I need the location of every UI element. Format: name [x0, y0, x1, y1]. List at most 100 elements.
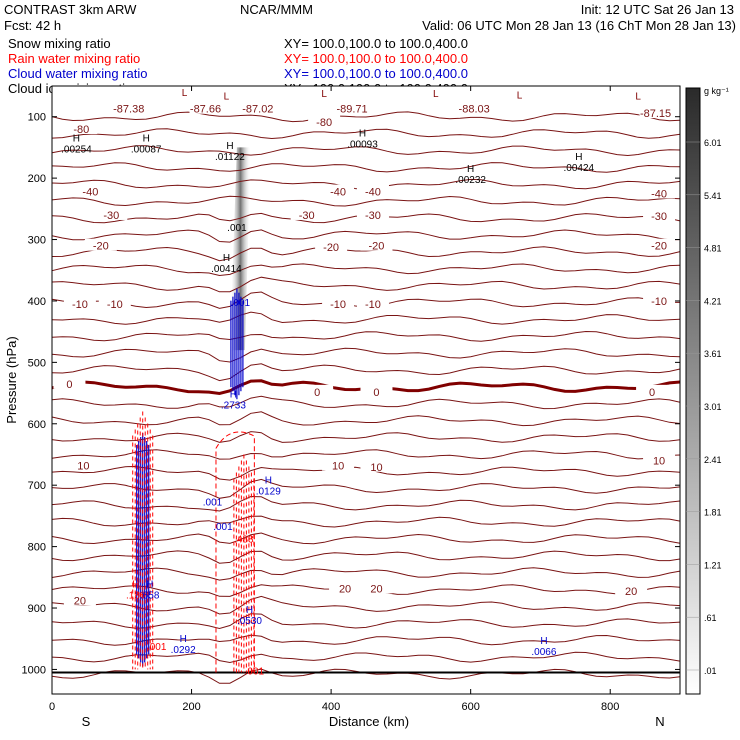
field-name-rain: Rain water mixing ratio [8, 51, 141, 66]
temperature-label-bg [356, 297, 389, 310]
temperature-label-bg [643, 238, 676, 251]
field-xy-rain: XY= 100.0,100.0 to 100.0,400.0 [284, 51, 468, 66]
temperature-label-bg [63, 593, 96, 606]
extremum-mark: H [180, 634, 187, 645]
temperature-label-bg [360, 384, 393, 397]
colorbar-label: 3.01 [704, 402, 722, 412]
temperature-label: 20 [74, 596, 86, 608]
temperature-label: 10 [332, 461, 344, 473]
x-tick-label: 0 [49, 701, 55, 713]
field-xy-cloud-water: XY= 100.0,100.0 to 100.0,400.0 [284, 66, 468, 81]
colorbar-label: 5.41 [704, 191, 722, 201]
temperature-label: 0 [314, 387, 320, 399]
temperature-label-bg [74, 184, 107, 197]
isotherm-line [51, 195, 681, 207]
temperature-label: -40 [330, 187, 346, 199]
temperature-label: -87.38 [113, 104, 144, 116]
temperature-label: -20 [369, 241, 385, 253]
field-xy-snow: XY= 100.0,100.0 to 100.0,400.0 [284, 36, 468, 51]
colorbar-label: 1.21 [704, 560, 722, 570]
y-tick-label: 700 [28, 480, 46, 492]
y-tick-label: 500 [28, 357, 46, 369]
colorbar-label: 2.41 [704, 455, 722, 465]
temperature-label-bg [336, 101, 369, 114]
isotherm-line [51, 651, 681, 664]
x-end-label-north: N [655, 714, 664, 729]
rain-envelope [215, 431, 255, 673]
temperature-label-bg [84, 238, 117, 251]
colorbar-label: 6.01 [704, 138, 722, 148]
extremum-mark: H [73, 133, 80, 144]
y-tick-label: 900 [28, 603, 46, 615]
temperature-label: -10 [72, 299, 88, 311]
temperature-label: -20 [651, 241, 667, 253]
isotherm-line [51, 478, 681, 499]
temperature-label-bg [241, 101, 274, 114]
extremum-value: .0066 [531, 647, 556, 658]
extremum-value: .001 [227, 223, 247, 234]
colorbar-label: 1.81 [704, 508, 722, 518]
temperature-label-bg [322, 458, 355, 471]
temperature-label-bg [615, 583, 648, 596]
temperature-label-bg [639, 106, 672, 119]
temperature-label: -30 [651, 211, 667, 223]
extremum-mark: H [575, 152, 582, 163]
temperature-label-bg [322, 184, 355, 197]
valid-time: Valid: 06 UTC Mon 28 Jan 13 (16 ChT Mon … [422, 18, 736, 33]
extremum-mark: H [226, 141, 233, 152]
temperature-label-bg [301, 384, 334, 397]
field-name-cloud-water: Cloud water mixing ratio [8, 66, 148, 81]
x-axis-title: Distance (km) [329, 714, 409, 729]
temperature-label-bg [308, 115, 341, 128]
temperature-label: -10 [107, 299, 123, 311]
temperature-label: -10 [651, 296, 667, 308]
temperature-label: 20 [370, 583, 382, 595]
temperature-label-bg [643, 293, 676, 306]
y-tick-label: 100 [28, 112, 46, 124]
temperature-label: -40 [365, 187, 381, 199]
isotherm-line [51, 145, 681, 157]
temperature-label: -87.66 [190, 104, 221, 116]
extremum-value: .0530 [237, 616, 262, 627]
extremum-value: .0292 [171, 645, 196, 656]
extremum-mark: H [132, 579, 139, 590]
extremum-value: .00414 [211, 264, 242, 275]
plot-frame [51, 85, 681, 695]
extremum-value: .001 [231, 298, 251, 309]
isotherm-line [51, 347, 681, 363]
isotherm-line [51, 532, 681, 545]
temperature-label: -87.15 [640, 108, 671, 120]
temperature-label-bg [63, 297, 96, 310]
extremum-mark: H [246, 605, 253, 616]
y-tick-label: 800 [28, 542, 46, 554]
center-name: NCAR/MMM [240, 2, 313, 17]
temperature-label-bg [53, 376, 86, 389]
extremum-value: .001 [213, 522, 233, 533]
temperature-label-bg [636, 384, 669, 397]
colorbar-label: 4.21 [704, 296, 722, 306]
extremum-mark: H [146, 579, 153, 590]
extremum-value: .001 [147, 642, 167, 653]
temperature-label: 10 [370, 462, 382, 474]
extremum-mark: H [223, 253, 230, 264]
colorbar-label: .61 [704, 613, 717, 623]
isotherm-line [51, 229, 681, 243]
product-title: CONTRAST 3km ARW [4, 2, 137, 17]
x-tick-label: 200 [182, 701, 200, 713]
extremum-value: .0129 [256, 486, 281, 497]
extremum-value: .00232 [455, 175, 486, 186]
temperature-label-bg [356, 184, 389, 197]
temperature-label: -87.02 [242, 104, 273, 116]
temperature-label-bg [458, 101, 491, 114]
temperature-label-bg [98, 297, 131, 310]
temperature-label: -30 [365, 210, 381, 222]
isotherm-line [51, 431, 681, 443]
isotherm-line [51, 128, 681, 140]
temperature-label-bg [95, 207, 128, 220]
y-tick-label: 1000 [22, 664, 46, 676]
extremum-mark: H [265, 475, 272, 486]
isotherm-line [51, 495, 681, 512]
isotherm-line [51, 567, 681, 581]
x-end-label-south: S [82, 714, 91, 729]
extremum-mark: L [433, 89, 439, 100]
